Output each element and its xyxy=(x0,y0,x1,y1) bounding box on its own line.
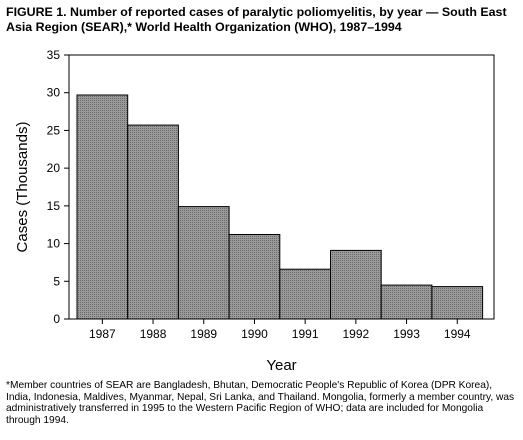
y-tick-label: 0 xyxy=(53,312,60,326)
ticks-layer: 0 5 10 15 20 25 30 35 1987 1988 1989 1990 1991 1992 19… xyxy=(47,48,471,341)
bar-1990 xyxy=(228,234,281,320)
y-axis-title: Cases (Thousands) xyxy=(14,122,31,253)
bar-1991 xyxy=(279,268,331,320)
x-axis-title: Year xyxy=(266,357,296,374)
x-tick-label: 1988 xyxy=(140,327,167,341)
bar-1993 xyxy=(380,284,433,320)
figure-title: FIGURE 1. Number of reported cases of pa… xyxy=(6,5,507,34)
bars-layer xyxy=(76,94,484,320)
bar-1992 xyxy=(330,249,382,320)
x-tick-label: 1990 xyxy=(241,327,268,341)
y-tick-label: 25 xyxy=(47,123,61,137)
x-tick-label: 1987 xyxy=(89,327,116,341)
x-tick-label: 1989 xyxy=(190,327,217,341)
y-tick-label: 20 xyxy=(47,161,61,175)
y-tick-label: 5 xyxy=(53,274,60,288)
x-tick-label: 1993 xyxy=(393,327,420,341)
x-tick-label: 1991 xyxy=(292,327,319,341)
plot-frame xyxy=(68,54,495,320)
footnote: *Member countries of SEAR are Bangladesh… xyxy=(6,380,515,426)
x-tick-label: 1992 xyxy=(342,327,369,341)
bar-1987 xyxy=(76,94,129,320)
y-tick-label: 30 xyxy=(47,86,61,100)
y-tick-label: 35 xyxy=(47,48,61,62)
y-tick-label: 10 xyxy=(47,237,61,251)
y-tick-label: 15 xyxy=(47,199,61,213)
bar-1989 xyxy=(177,206,230,320)
bar-1988 xyxy=(127,124,179,320)
x-tick-label: 1994 xyxy=(444,327,471,341)
bar-1994 xyxy=(431,286,484,320)
